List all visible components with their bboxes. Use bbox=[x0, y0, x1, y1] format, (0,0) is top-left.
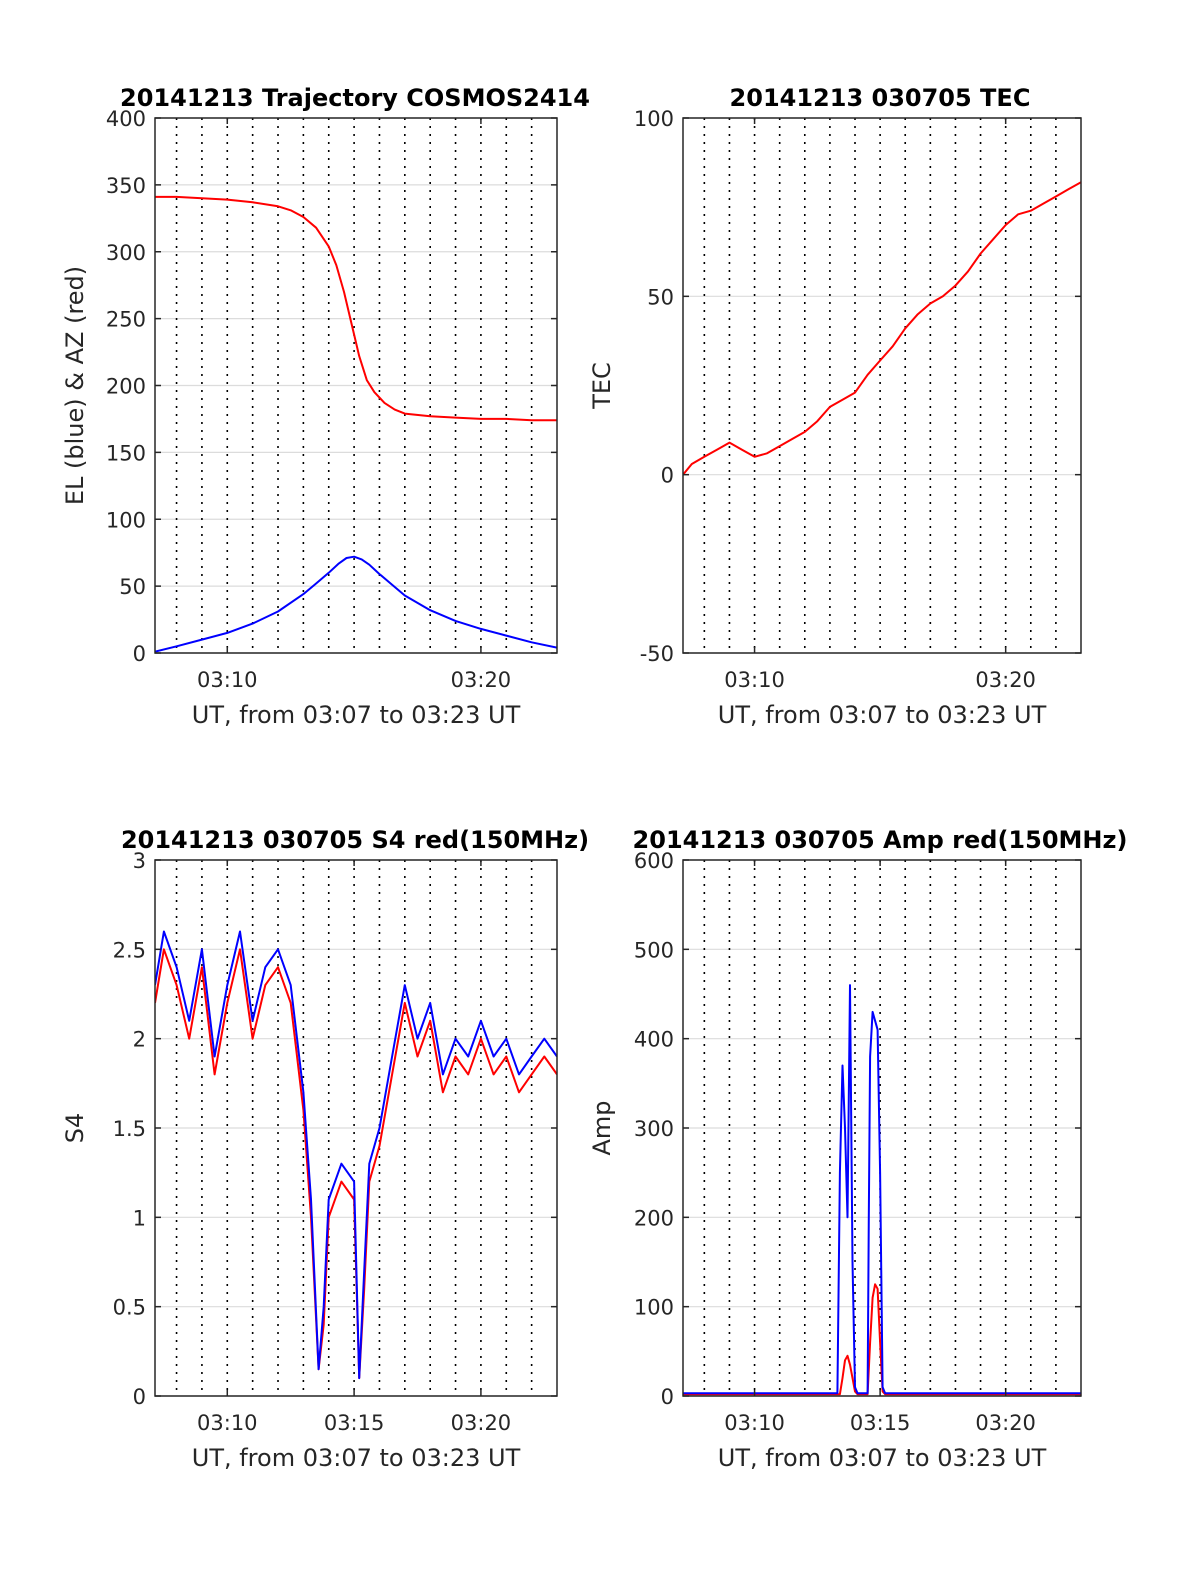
y-tick-label: 2 bbox=[133, 1028, 146, 1052]
y-tick-label: 0 bbox=[661, 464, 674, 488]
x-axis-label: UT, from 03:07 to 03:23 UT bbox=[192, 701, 521, 729]
chart-panel-2: -50 0 50 100 03:10 03:20 20141213 030705 TEC UT… bbox=[588, 84, 1082, 729]
x-tick-label: 03:20 bbox=[975, 1411, 1036, 1435]
chart-panel-1: 0 50 100 150 200 250 300 350 400 03:10 03:20 201412… bbox=[61, 84, 590, 729]
y-tick-label: 3 bbox=[133, 849, 146, 873]
y-tick-label: 600 bbox=[634, 849, 674, 873]
y-tick-label: 200 bbox=[634, 1206, 674, 1230]
x-tick-label: 03:10 bbox=[724, 668, 785, 692]
y-tick-label: 50 bbox=[119, 575, 146, 599]
y-tick-label: 2.5 bbox=[113, 938, 146, 962]
chart-panel-4: 0 100 200 300 400 500 600 03:10 03:15 03:20 201412… bbox=[588, 826, 1127, 1472]
y-axis-label: S4 bbox=[61, 1113, 89, 1144]
x-axis-label: UT, from 03:07 to 03:23 UT bbox=[718, 701, 1047, 729]
series-line-1 bbox=[683, 181, 1081, 476]
y-tick-label: 400 bbox=[106, 107, 146, 131]
y-tick-label: 0 bbox=[133, 1385, 146, 1409]
y-tick-label: 1 bbox=[133, 1206, 146, 1230]
y-tick-label: 200 bbox=[106, 375, 146, 399]
chart-title: 20141213 Trajectory COSMOS2414 bbox=[120, 84, 590, 112]
series-line-2 bbox=[683, 984, 1081, 1395]
y-axis-label: Amp bbox=[588, 1100, 616, 1155]
y-tick-label: 100 bbox=[106, 508, 146, 532]
y-axis-label: TEC bbox=[588, 362, 616, 410]
series-line-1 bbox=[155, 195, 557, 422]
axes-frame bbox=[682, 117, 1082, 654]
y-tick-label: 300 bbox=[634, 1117, 674, 1141]
y-tick-label: 0.5 bbox=[113, 1296, 146, 1320]
y-tick-label: 50 bbox=[647, 285, 674, 309]
y-tick-label: 150 bbox=[106, 441, 146, 465]
series-line-2 bbox=[155, 930, 557, 1380]
x-tick-label: 03:20 bbox=[451, 1411, 512, 1435]
y-tick-label: 100 bbox=[634, 107, 674, 131]
y-axis-label: EL (blue) & AZ (red) bbox=[61, 266, 89, 505]
y-tick-label: 300 bbox=[106, 241, 146, 265]
y-tick-label: -50 bbox=[640, 642, 674, 666]
y-tick-label: 400 bbox=[634, 1028, 674, 1052]
x-tick-label: 03:10 bbox=[724, 1411, 785, 1435]
chart-title: 20141213 030705 Amp red(150MHz) bbox=[633, 826, 1128, 854]
y-tick-label: 1.5 bbox=[113, 1117, 146, 1141]
y-tick-label: 100 bbox=[634, 1296, 674, 1320]
series-line-1 bbox=[155, 948, 557, 1380]
y-tick-label: 0 bbox=[661, 1385, 674, 1409]
chart-title: 20141213 030705 S4 red(150MHz) bbox=[121, 826, 589, 854]
x-axis-label: UT, from 03:07 to 03:23 UT bbox=[192, 1444, 521, 1472]
x-axis-label: UT, from 03:07 to 03:23 UT bbox=[718, 1444, 1047, 1472]
x-tick-label: 03:10 bbox=[197, 668, 258, 692]
series-line-2 bbox=[155, 555, 557, 653]
y-tick-label: 350 bbox=[106, 174, 146, 198]
y-tick-label: 0 bbox=[133, 642, 146, 666]
chart-title: 20141213 030705 TEC bbox=[730, 84, 1031, 112]
x-tick-label: 03:15 bbox=[850, 1411, 911, 1435]
y-tick-label: 250 bbox=[106, 308, 146, 332]
x-tick-label: 03:20 bbox=[451, 668, 512, 692]
x-tick-label: 03:15 bbox=[324, 1411, 385, 1435]
y-tick-label: 500 bbox=[634, 938, 674, 962]
x-tick-label: 03:10 bbox=[197, 1411, 258, 1435]
x-tick-label: 03:20 bbox=[975, 668, 1036, 692]
chart-panel-3: 0 0.5 1 1.5 2 2.5 3 03:10 03:15 03:20 20141213 030… bbox=[61, 826, 589, 1472]
